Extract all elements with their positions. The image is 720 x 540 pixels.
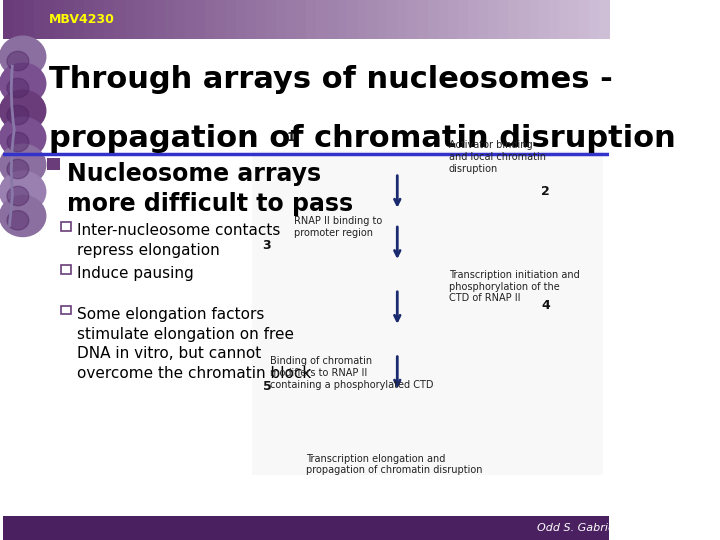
Bar	[61, 222, 71, 231]
Bar	[44, 0, 55, 39]
Bar	[458, 0, 469, 39]
Bar	[317, 0, 327, 39]
Bar	[498, 0, 509, 39]
Bar	[74, 0, 85, 39]
Circle shape	[0, 36, 46, 77]
Bar	[549, 0, 559, 39]
Bar	[539, 0, 549, 39]
Circle shape	[0, 171, 46, 212]
Bar	[569, 0, 580, 39]
Bar	[47, 158, 60, 170]
Bar	[246, 0, 256, 39]
Circle shape	[7, 186, 29, 206]
Bar	[4, 516, 609, 540]
Bar	[448, 0, 459, 39]
Circle shape	[7, 51, 29, 71]
Text: 4: 4	[541, 299, 550, 312]
Bar	[438, 0, 449, 39]
Circle shape	[7, 78, 29, 98]
Bar	[205, 0, 216, 39]
Text: MBV4230: MBV4230	[49, 13, 114, 26]
Circle shape	[7, 159, 29, 179]
Text: Through arrays of nucleosomes -: Through arrays of nucleosomes -	[49, 65, 613, 94]
Text: Transcription initiation and
phosphorylation of the
CTD of RNAP II: Transcription initiation and phosphoryla…	[449, 270, 580, 303]
Bar	[418, 0, 428, 39]
Text: Nucleosome arrays
more difficult to pass: Nucleosome arrays more difficult to pass	[67, 162, 353, 215]
Bar	[599, 0, 610, 39]
Circle shape	[0, 144, 46, 185]
Text: Induce pausing: Induce pausing	[77, 266, 194, 281]
Bar	[94, 0, 105, 39]
Bar	[64, 0, 75, 39]
Bar	[428, 0, 438, 39]
Text: Some elongation factors
stimulate elongation on free
DNA in vitro, but cannot
ov: Some elongation factors stimulate elonga…	[77, 307, 312, 381]
Bar	[337, 0, 347, 39]
Bar	[84, 0, 95, 39]
Text: Activator binding
and local chromatin
disruption: Activator binding and local chromatin di…	[449, 140, 546, 173]
Text: 5: 5	[263, 380, 271, 393]
Bar	[185, 0, 196, 39]
Bar	[215, 0, 226, 39]
Bar	[125, 0, 135, 39]
Bar	[408, 0, 418, 39]
Bar	[61, 306, 71, 314]
Bar	[327, 0, 337, 39]
Bar	[61, 265, 71, 274]
Bar	[397, 0, 408, 39]
Bar	[165, 0, 176, 39]
Bar	[387, 0, 398, 39]
Bar	[377, 0, 388, 39]
Bar	[225, 0, 236, 39]
Circle shape	[7, 211, 29, 230]
Text: Odd S. Gabrielsen: Odd S. Gabrielsen	[536, 523, 637, 533]
Bar	[175, 0, 186, 39]
Bar	[488, 0, 499, 39]
Text: Transcription elongation and
propagation of chromatin disruption: Transcription elongation and propagation…	[307, 454, 483, 475]
Text: Binding of chromatin
modifiers to RNAP II
containing a phosphorylated CTD: Binding of chromatin modifiers to RNAP I…	[270, 356, 433, 389]
Bar	[34, 0, 45, 39]
Text: 3: 3	[263, 239, 271, 252]
Bar	[357, 0, 368, 39]
Bar	[54, 0, 65, 39]
Bar	[518, 0, 529, 39]
Bar	[114, 0, 125, 39]
Bar	[307, 0, 317, 39]
Bar	[296, 0, 307, 39]
Circle shape	[7, 132, 29, 152]
Bar	[256, 0, 266, 39]
Bar	[135, 0, 145, 39]
Bar	[276, 0, 287, 39]
Bar	[559, 0, 570, 39]
Bar	[195, 0, 206, 39]
Bar	[589, 0, 600, 39]
Circle shape	[0, 117, 46, 158]
Bar	[155, 0, 166, 39]
Circle shape	[7, 105, 29, 125]
Bar	[347, 0, 358, 39]
Bar	[24, 0, 35, 39]
Bar	[468, 0, 479, 39]
Text: 1: 1	[287, 131, 296, 144]
Bar	[145, 0, 156, 39]
Circle shape	[0, 195, 46, 237]
Bar	[266, 0, 276, 39]
Bar	[478, 0, 489, 39]
Circle shape	[0, 63, 46, 104]
Bar	[286, 0, 297, 39]
Bar	[367, 0, 378, 39]
Bar	[528, 0, 539, 39]
Text: Inter-nucleosome contacts
repress elongation: Inter-nucleosome contacts repress elonga…	[77, 223, 281, 258]
Bar	[252, 151, 603, 475]
Circle shape	[0, 90, 46, 131]
Text: propagation of chromatin disruption: propagation of chromatin disruption	[49, 124, 675, 153]
Bar	[508, 0, 519, 39]
Bar	[104, 0, 115, 39]
Bar	[235, 0, 246, 39]
Text: RNAP II binding to
promoter region: RNAP II binding to promoter region	[294, 216, 382, 238]
Bar	[14, 0, 24, 39]
Bar	[579, 0, 590, 39]
Text: 2: 2	[541, 185, 550, 198]
Bar	[4, 0, 14, 39]
